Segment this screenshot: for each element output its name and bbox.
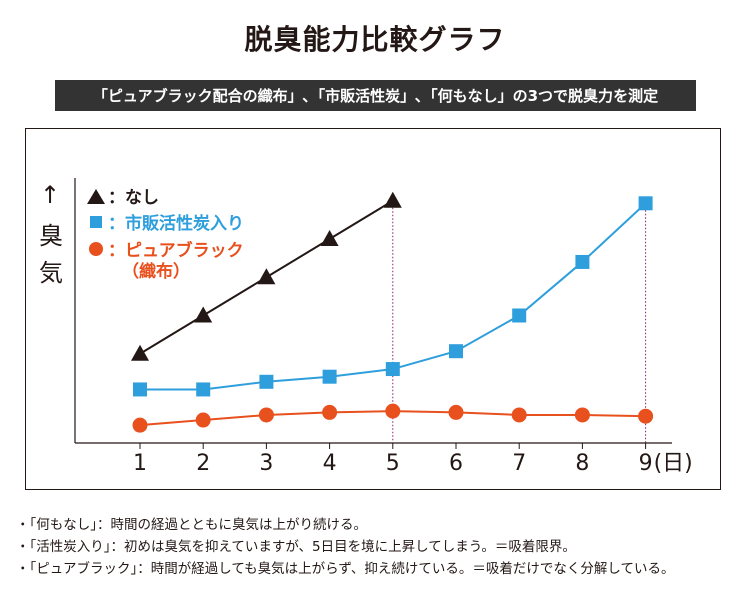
data-point-circle	[448, 404, 464, 420]
y-axis-arrow: ↑	[40, 181, 60, 209]
data-point-square	[449, 344, 463, 359]
data-point-square	[322, 369, 337, 384]
data-point-circle	[195, 412, 211, 428]
data-point-square	[512, 308, 527, 323]
legend-label-line2: （織布）	[122, 261, 190, 282]
data-point-triangle	[131, 344, 149, 361]
data-point-circle	[385, 403, 401, 419]
chart-title: 脱臭能力比較グラフ	[244, 23, 506, 56]
x-tick-label: 6	[449, 451, 463, 476]
data-point-square	[196, 382, 211, 397]
x-tick-label: 4	[323, 451, 337, 476]
note-2: ・「活性炭入り」：初めは臭気を抑えていますが、5日目を境に上昇してしまう。＝吸着…	[16, 539, 576, 555]
notes: ・「何もなし」：時間の経過とともに臭気は上がり続ける。 ・「活性炭入り」：初めは…	[16, 514, 736, 580]
x-tick-label: 2	[196, 451, 210, 476]
subtitle-bar: 「ピュアブラック配合の織布」､「市販活性炭」､「何もなし」の3つで脱臭力を測定	[55, 80, 696, 111]
data-point-circle	[132, 417, 148, 433]
data-point-triangle	[320, 230, 339, 246]
x-tick-label: 1	[133, 451, 147, 476]
x-tick-label: 8	[575, 451, 589, 476]
x-tick-label: 5	[386, 451, 400, 476]
data-point-circle	[638, 408, 654, 424]
data-point-triangle	[194, 306, 213, 323]
y-axis-label-char: 臭	[39, 222, 63, 250]
data-point-circle	[574, 407, 590, 423]
x-tick-label: 3	[259, 451, 273, 476]
subtitle-text: 「ピュアブラック配合の織布」､「市販活性炭」､「何もなし」の3つで脱臭力を測定	[92, 87, 659, 105]
legend-circle-marker	[89, 242, 103, 256]
legend-label: ：市販活性炭入り	[108, 213, 244, 234]
data-point-circle	[258, 407, 274, 423]
legend-square-marker	[90, 216, 102, 228]
data-point-triangle	[257, 268, 276, 285]
legend-triangle-marker	[87, 189, 105, 204]
y-axis-label-char: 気	[39, 259, 63, 287]
data-point-triangle	[383, 191, 402, 208]
data-point-circle	[511, 407, 527, 423]
x-axis-label: (日)	[654, 451, 693, 476]
note-1: ・「何もなし」：時間の経過とともに臭気は上がり続ける。	[16, 517, 367, 533]
x-tick-label: 7	[512, 451, 526, 476]
legend-label: ：ピュアブラック	[108, 240, 244, 261]
x-tick-label: 9	[639, 451, 653, 476]
data-point-square	[133, 382, 147, 397]
note-3: ・「ピュアブラック」：時間が経過しても臭気は上がらず、抑え続けている。＝吸着だけ…	[16, 561, 675, 577]
data-point-square	[575, 254, 590, 269]
data-point-square	[385, 362, 400, 377]
data-point-square	[638, 196, 653, 211]
data-point-circle	[322, 404, 338, 420]
chart-frame	[25, 128, 721, 490]
legend-label: ：なし	[108, 188, 159, 208]
data-point-square	[259, 374, 274, 389]
